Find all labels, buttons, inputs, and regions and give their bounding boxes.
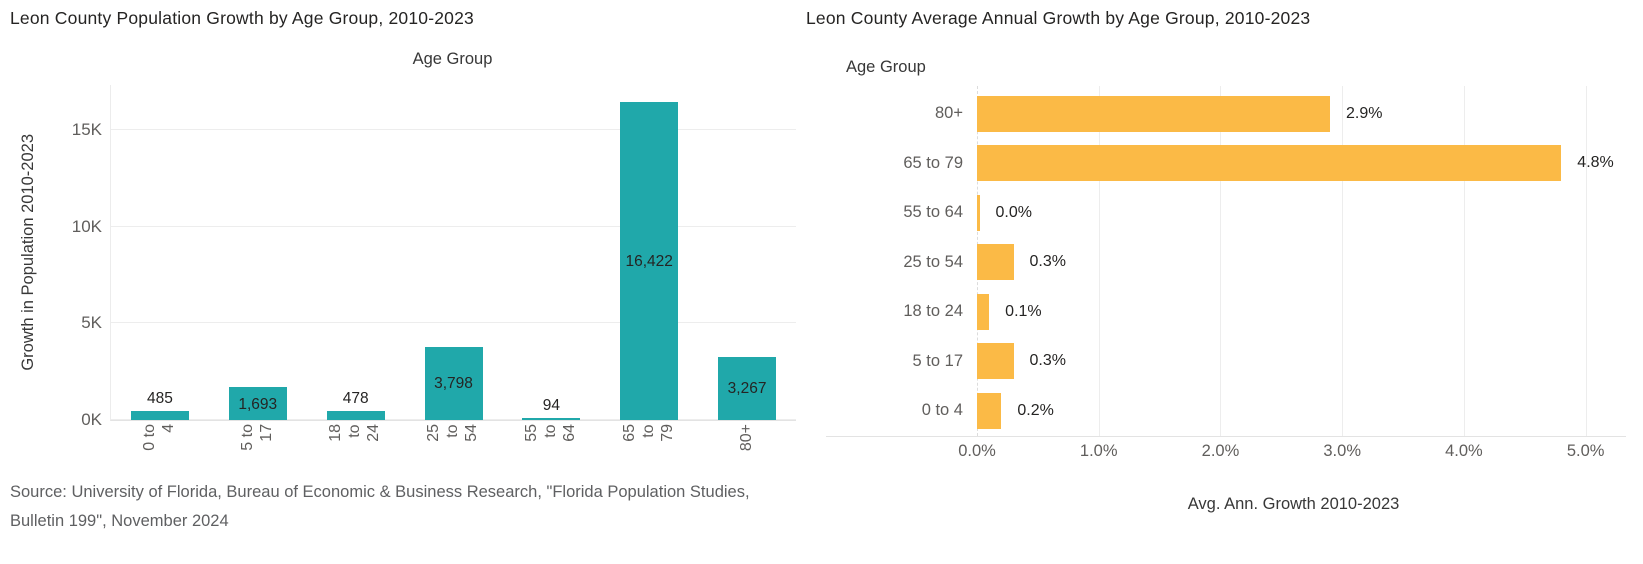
category-label: 0 to 4 (921, 401, 963, 420)
right-y-axis-title: Age Group (846, 58, 926, 76)
bar-55-to-64[interactable] (522, 418, 581, 420)
bar-row: 18 to 24 0.1% (826, 287, 1626, 337)
y-tick-label: 15K (71, 119, 102, 139)
category-label: 65 to 79 (903, 153, 963, 172)
value-label: 4.8% (1577, 154, 1614, 172)
bar-value-label: 94 (542, 397, 560, 414)
bar-value-label: 1,693 (238, 395, 278, 413)
x-tick-label: 5.0% (1566, 442, 1605, 460)
source-note: Source: University of Florida, Bureau of… (10, 483, 750, 530)
right-chart-title: Leon County Average Annual Growth by Age… (806, 8, 1311, 28)
bar-track: 4.8% (977, 145, 1614, 182)
x-tick-label: 4.0% (1445, 442, 1483, 460)
x-tick-label: 1.0% (1079, 442, 1118, 460)
value-label: 0.1% (1005, 302, 1042, 320)
x-axis-label: 18 to 24 (327, 424, 383, 442)
value-label: 0.3% (1029, 352, 1066, 370)
bar-65-to-79[interactable] (977, 145, 1562, 182)
right-x-axis-title: Avg. Ann. Growth 2010-2023 (1187, 495, 1400, 513)
gridline (111, 322, 796, 324)
x-tick-label: 2.0% (1201, 442, 1240, 460)
bar-value-label: 478 (342, 389, 369, 407)
gridline (1220, 86, 1222, 436)
bar-value-label: 485 (146, 389, 173, 407)
bar-track: 0.3% (977, 244, 1610, 281)
category-label: 18 to 24 (903, 302, 963, 321)
bar-value-label: 3,267 (727, 380, 767, 398)
bar-5-to-17[interactable] (977, 343, 1014, 380)
gridline (1342, 86, 1344, 436)
left-y-axis-ticks: 0K 5K 10K 15K (36, 85, 102, 429)
bar-row: 0 to 4 0.2% (826, 386, 1626, 436)
right-x-axis-ticks: 0.0% 1.0% 2.0% 3.0% 4.0% 5.0% (958, 442, 1610, 466)
bar-0-to-4[interactable] (130, 410, 189, 420)
y-tick-label: 0K (81, 410, 102, 429)
y-tick-label: 10K (71, 216, 102, 236)
left-plot-area: 485 1,693 478 3,798 94 16,422 3,267 (110, 85, 796, 421)
gridline (1585, 86, 1587, 436)
x-tick-label: 0.0% (958, 442, 996, 460)
left-x-axis-title: Age Group (412, 50, 493, 68)
x-axis-label: 65 to 79 (620, 424, 676, 442)
bar-value-label: 16,422 (625, 253, 673, 271)
value-label: 0.3% (1029, 253, 1066, 271)
gridline (111, 128, 796, 130)
category-label: 55 to 64 (903, 203, 963, 222)
bar-row: 5 to 17 0.3% (826, 337, 1626, 387)
bar-track: 2.9% (977, 95, 1610, 132)
bar-track: 0.2% (977, 392, 1610, 429)
value-label: 0.2% (1017, 401, 1054, 419)
x-axis-label: 25 to 54 (425, 424, 480, 442)
category-label: 5 to 17 (912, 351, 963, 370)
bar-80+[interactable] (718, 356, 777, 420)
y-tick-label: 5K (81, 313, 102, 333)
gridline (1463, 86, 1465, 436)
bar-5-to-17[interactable] (228, 387, 287, 420)
value-label: 2.9% (1346, 104, 1383, 122)
bar-track: 0.0% (977, 194, 1610, 231)
value-label: 0.0% (995, 203, 1032, 221)
right-plot-area: 80+ 2.9% 65 to 79 4.8% 55 to 64 0.0% 25 to 54 0… (826, 86, 1626, 437)
bar-25-to-54[interactable] (977, 244, 1014, 281)
x-axis-label: 80+ (737, 424, 755, 452)
bar-row: 65 to 79 4.8% (826, 139, 1626, 189)
category-label: 80+ (935, 104, 963, 123)
bar-track: 0.1% (977, 293, 1610, 330)
bar-25-to-54[interactable] (424, 346, 483, 420)
bar-55-to-64[interactable] (977, 194, 980, 231)
left-y-axis-title: Growth in Population 2010-2023 (18, 134, 37, 371)
bar-value-label: 3,798 (434, 375, 473, 393)
gridline (1098, 86, 1100, 436)
x-tick-label: 3.0% (1323, 442, 1361, 460)
bar-row: 25 to 54 0.3% (826, 238, 1626, 288)
gridline (111, 225, 796, 227)
x-axis-label: 0 to 4 (140, 424, 177, 451)
bar-18-to-24[interactable] (977, 293, 990, 330)
bar-track: 0.3% (977, 343, 1610, 380)
x-axis-label: 55 to 64 (522, 424, 578, 442)
x-axis-label: 5 to 17 (238, 424, 275, 451)
left-chart-title: Leon County Population Growth by Age Gro… (10, 8, 474, 28)
bar-18-to-24[interactable] (326, 410, 385, 420)
bar-0-to-4[interactable] (977, 392, 1002, 429)
category-label: 25 to 54 (903, 252, 963, 271)
bar-row: 80+ 2.9% (826, 89, 1626, 139)
bar-65-to-79[interactable] (620, 102, 679, 420)
bar-80+[interactable] (977, 95, 1331, 132)
bar-row: 55 to 64 0.0% (826, 188, 1626, 238)
